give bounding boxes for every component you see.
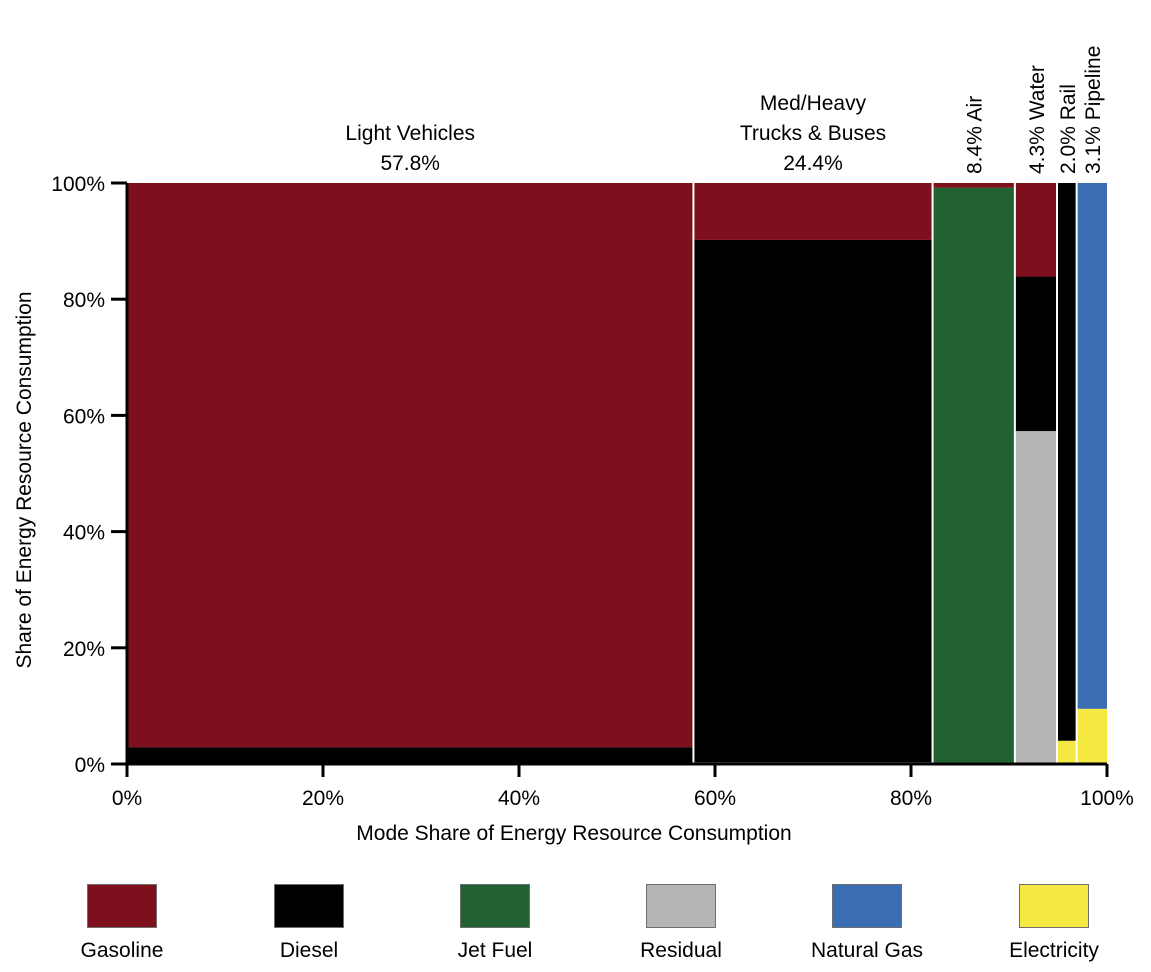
bar-segment-med-heavy-diesel (693, 239, 933, 763)
legend-label-electricity: Electricity (1009, 939, 1099, 962)
legend-swatch-natural-gas (832, 884, 902, 928)
mode-label-med-heavy: 24.4% (783, 152, 843, 175)
axes-layer: 0% 20% 40% 60% 80% 100% 0% 20% 40% 60% 80% 100% (51, 173, 1134, 810)
mode-label-air: 8.4% Air (964, 96, 987, 174)
bar-segment-med-heavy-gasoline (693, 183, 933, 240)
bar-segment-rail-electricity (1057, 740, 1077, 764)
legend-item-jet-fuel: Jet Fuel (410, 884, 580, 963)
x-tick-label: 80% (890, 787, 932, 810)
legend-item-diesel: Diesel (224, 884, 394, 963)
x-tick-label: 20% (302, 787, 344, 810)
bar-segment-water-gasoline (1014, 183, 1058, 277)
mode-label-rail: 2.0% Rail (1057, 84, 1080, 174)
legend-item-gasoline: Gasoline (37, 884, 207, 963)
legend-label-natural-gas: Natural Gas (810, 939, 924, 962)
y-tick-label: 0% (75, 754, 105, 777)
legend-label-gasoline: Gasoline (80, 939, 164, 962)
bar-segment-pipeline-natural-gas (1076, 183, 1107, 709)
mode-label-light-vehicles: Light Vehicles (345, 122, 475, 145)
y-tick-label: 40% (63, 522, 105, 545)
x-axis-title: Mode Share of Energy Resource Consumptio… (356, 822, 791, 845)
legend-label-jet-fuel: Jet Fuel (457, 939, 533, 962)
legend-swatch-diesel (274, 884, 344, 928)
legend-item-natural-gas: Natural Gas (782, 884, 952, 963)
legend-label-residual: Residual (640, 939, 722, 962)
legend-swatch-gasoline (87, 884, 157, 928)
legend-item-electricity: Electricity (969, 884, 1139, 963)
bar-segment-air-jet-fuel (932, 187, 1015, 764)
mode-label-pipeline: 3.1% Pipeline (1082, 46, 1105, 174)
bar-segment-pipeline-electricity (1076, 708, 1107, 764)
y-tick-label: 60% (63, 405, 105, 428)
x-tick-label: 100% (1080, 787, 1134, 810)
mode-label-water: 4.3% Water (1026, 65, 1049, 174)
y-tick-label: 100% (51, 173, 105, 196)
bars-layer (127, 183, 1107, 764)
x-tick-label: 60% (694, 787, 736, 810)
y-tick-label: 20% (63, 638, 105, 661)
y-tick-label: 80% (63, 289, 105, 312)
bar-segment-air-gasoline (932, 183, 1015, 188)
bar-segment-light-vehicles-gasoline (127, 183, 694, 748)
mode-label-med-heavy: Med/Heavy (760, 92, 867, 115)
x-tick-label: 0% (112, 787, 142, 810)
bar-segment-water-diesel (1014, 276, 1058, 432)
legend-swatch-electricity (1019, 884, 1089, 928)
x-tick-label: 40% (498, 787, 540, 810)
legend-swatch-jet-fuel (460, 884, 530, 928)
bar-segment-rail-diesel (1057, 183, 1077, 741)
mode-label-light-vehicles: 57.8% (380, 152, 440, 175)
legend-swatch-residual (646, 884, 716, 928)
legend-label-diesel: Diesel (279, 939, 339, 962)
bar-segment-water-residual (1014, 431, 1058, 764)
marimekko-chart: 0% 20% 40% 60% 80% 100% 0% 20% 40% 60% 80% 100% Lig… (13, 46, 1134, 845)
mode-label-med-heavy: Trucks & Buses (740, 122, 886, 145)
legend: Gasoline Diesel Jet Fuel Residual Natura… (0, 884, 1151, 972)
legend-item-residual: Residual (596, 884, 766, 963)
labels-layer: Light Vehicles 57.8% Med/Heavy Trucks & Bus… (345, 46, 1104, 175)
y-axis-title: Share of Energy Resource Consumption (13, 291, 36, 668)
bar-segment-light-vehicles-diesel (127, 747, 694, 764)
